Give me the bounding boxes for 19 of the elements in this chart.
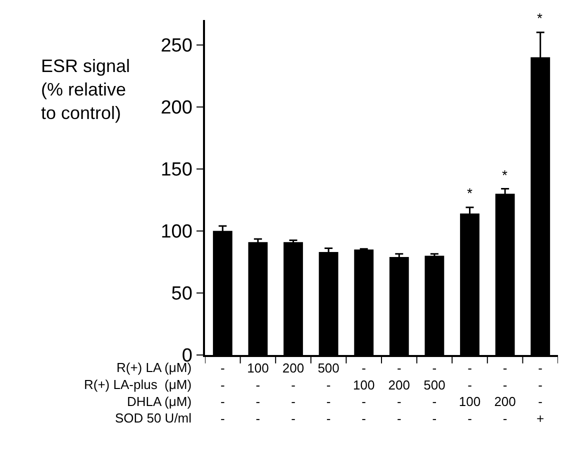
y-tick-label: 200 [160,98,192,118]
x-tick-label: - - - + [536,360,544,426]
x-tick-label: - - 100 - [458,360,481,426]
x-tick-label: - 500 - - [424,360,446,426]
y-tick-label: 150 [160,160,192,181]
x-tick-label: - 200 - - [388,360,410,426]
y-tick-label: 250 [160,35,192,56]
x-tick-label: - 100 - - [353,360,375,426]
data-label: * [502,167,508,183]
x-tick-label: 200 - - - [282,360,304,426]
data-label: * [537,10,543,26]
y-axis-title: ESR signal (% relative to control) [41,56,130,123]
x-tick-label: 500 - - - [318,360,340,426]
x-tick-label: - - - - [220,360,225,426]
y-tick-label: 100 [160,222,192,243]
y-tick-label: 50 [171,284,192,305]
x-tick-label: 100 - - - [247,360,269,426]
data-label: * [467,185,473,201]
x-tick-label: - - 200 - [494,360,516,426]
